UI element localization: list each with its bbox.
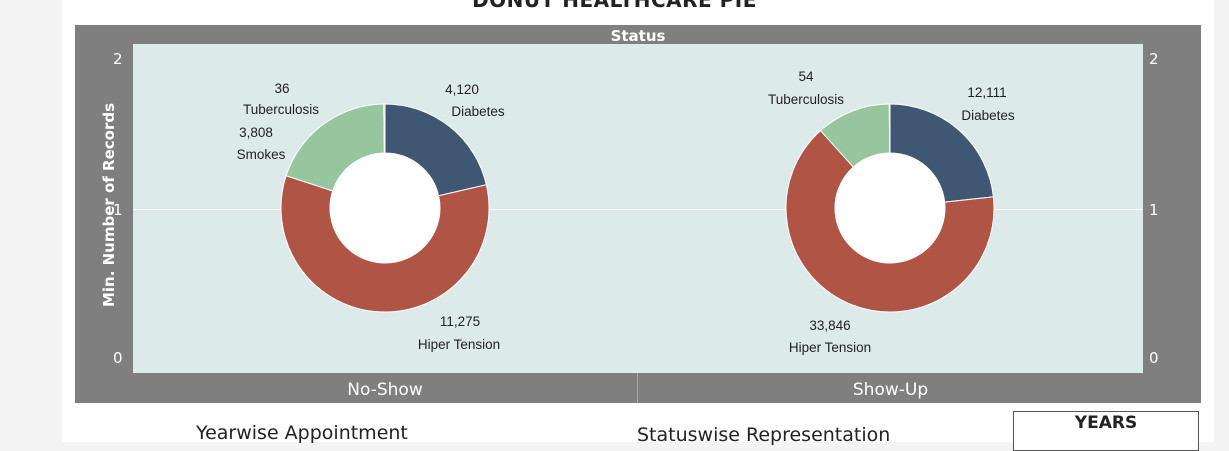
y-tick-0: 0: [113, 349, 123, 367]
x-axis-bar: [75, 373, 1201, 403]
category-label-show-up-tuberculosis: Tuberculosis: [768, 92, 844, 107]
value-label-show-up-tuberculosis: 54: [798, 69, 814, 84]
column-header-bar: [75, 25, 1201, 45]
donut-slice-show-up-tuberculosis[interactable]: [888, 103, 891, 154]
x-axis-divider: [637, 373, 638, 403]
category-label-no-show-diabetes: Diabetes: [451, 104, 505, 119]
donut-hole: [330, 153, 440, 263]
value-label-no-show-diabetes: 4,120: [445, 82, 479, 97]
yearwise-appointment-title: Yearwise Appointment: [196, 422, 408, 444]
y-tick-1-right: 1: [1149, 201, 1159, 219]
x-category-show-up: Show-Up: [852, 380, 929, 400]
dashboard-title: DONUT HEALTHCARE PIE: [472, 0, 757, 12]
category-label-no-show-tuberculosis: Tuberculosis: [243, 102, 319, 117]
column-header-label: Status: [610, 27, 666, 45]
gridline-1: [133, 209, 1143, 210]
y-tick-2: 2: [113, 50, 123, 68]
value-label-show-up-hiper-tension: 33,846: [809, 318, 850, 333]
donut-slice-no-show-tuberculosis[interactable]: [383, 103, 386, 154]
statuswise-representation-title: Statuswise Representation: [637, 424, 891, 446]
category-label-show-up-hiper-tension: Hiper Tension: [789, 340, 871, 355]
y-tick-2-right: 2: [1149, 50, 1159, 68]
value-label-show-up-diabetes: 12,111: [967, 85, 1006, 100]
years-filter-label: YEARS: [1074, 413, 1138, 433]
category-label-no-show-smokes: Smokes: [237, 147, 286, 162]
category-label-show-up-diabetes: Diabetes: [961, 108, 1015, 123]
category-label-no-show-hiper-tension: Hiper Tension: [418, 337, 500, 352]
donut-hole: [835, 153, 945, 263]
y-tick-1: 1: [113, 201, 123, 219]
y-tick-0-right: 0: [1149, 349, 1159, 367]
y-axis-left: 2 1 0 Min. Number of Records: [75, 44, 133, 373]
value-label-no-show-smokes: 3,808: [239, 125, 273, 140]
value-label-no-show-tuberculosis: 36: [274, 81, 289, 96]
value-label-no-show-hiper-tension: 11,275: [440, 314, 480, 329]
x-category-no-show: No-Show: [347, 380, 423, 400]
y-axis-right: 2 1 0 Min. Number of Records: [1143, 44, 1218, 373]
